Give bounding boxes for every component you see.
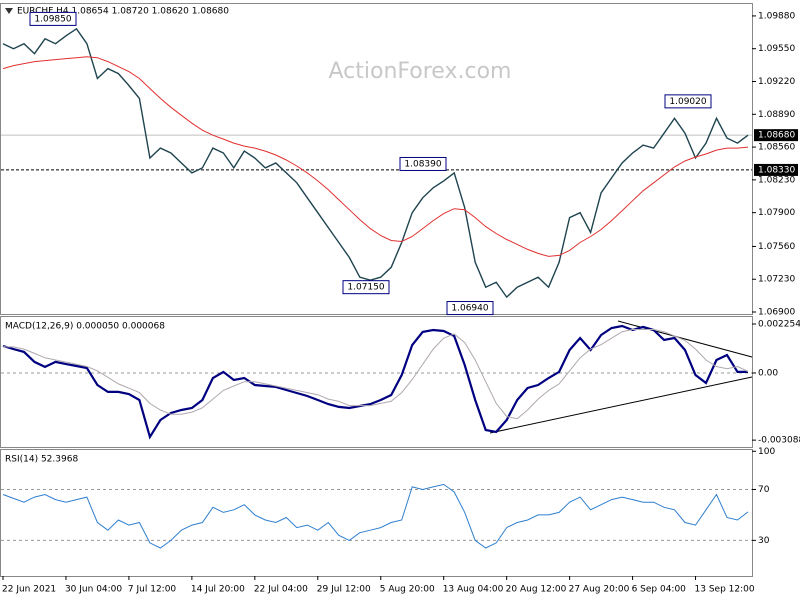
series-line: [2, 483, 749, 549]
y-tick-label: 1.09880: [758, 11, 795, 21]
x-tick-label: 20 Aug 12:00: [506, 585, 567, 595]
price-annotation: 1.09020: [669, 97, 706, 107]
y-tick-label: 1.07560: [758, 242, 795, 252]
series-line: [2, 324, 748, 440]
rsi-title: RSI(14) 52.3968: [5, 455, 78, 465]
series-line: [3, 329, 749, 420]
y-tick-label: 30: [758, 536, 770, 546]
macd-panel: [0, 316, 753, 448]
y-tick-label: 1.09220: [758, 77, 795, 87]
price-tag-label: 1.08330: [758, 165, 795, 175]
price-tag: [754, 129, 798, 142]
x-tick-label: 6 Sep 04:00: [632, 585, 687, 595]
y-tick-label: 1.07230: [758, 275, 795, 285]
price-annotation-box: [399, 156, 447, 171]
watermark: ActionForex.com: [329, 59, 512, 84]
price-annotation-box: [664, 94, 712, 109]
y-tick-label: 1.07900: [758, 208, 795, 218]
price-annotation: 1.06940: [451, 304, 488, 314]
price-tag: [754, 163, 798, 176]
y-tick-label: 100: [758, 447, 775, 457]
x-tick-label: 7 Jul 12:00: [128, 585, 177, 595]
price-annotation: 1.08390: [404, 159, 441, 169]
series-line: [2, 56, 749, 257]
chart-title: EURCHF,H4 1.08654 1.08720 1.08620 1.0868…: [17, 7, 229, 17]
x-tick-label: 22 Jun 2021: [2, 585, 56, 595]
series-line: [2, 27, 749, 299]
x-tick-label: 29 Jul 12:00: [317, 585, 371, 595]
trend-line: [489, 376, 753, 434]
x-tick-label: 27 Aug 20:00: [569, 585, 630, 595]
x-tick-label: 22 Jul 04:00: [254, 585, 308, 595]
y-tick-label: 70: [758, 485, 770, 495]
y-tick-label: 1.09550: [758, 44, 795, 54]
y-tick-label: 1.06900: [758, 308, 795, 318]
y-tick-label: 1.08560: [758, 143, 795, 153]
x-tick-label: 13 Sep 12:00: [695, 585, 755, 595]
price-tag-label: 1.08680: [758, 131, 795, 141]
price-annotation-box: [446, 301, 494, 316]
x-tick-label: 14 Jul 20:00: [191, 585, 245, 595]
y-tick-label: 0.002254: [758, 320, 800, 330]
price-annotation: 1.09850: [34, 14, 71, 24]
y-tick-label: 1.08890: [758, 110, 795, 120]
rsi-panel: [0, 449, 753, 577]
price-annotation-box: [29, 11, 77, 26]
price-annotation-box: [342, 280, 390, 295]
y-tick-label: -0.003088: [758, 436, 800, 446]
price-annotation: 1.07150: [347, 283, 384, 293]
x-tick-label: 30 Jun 04:00: [65, 585, 122, 595]
y-tick-label: 0.00: [758, 369, 778, 379]
price-panel: [0, 3, 753, 315]
x-tick-label: 5 Aug 20:00: [380, 585, 435, 595]
direction-icon: [5, 8, 13, 14]
x-tick-label: 13 Aug 04:00: [443, 585, 504, 595]
macd-title: MACD(12,26,9) 0.000050 0.000068: [5, 322, 165, 332]
y-tick-label: 1.08230: [758, 175, 795, 185]
